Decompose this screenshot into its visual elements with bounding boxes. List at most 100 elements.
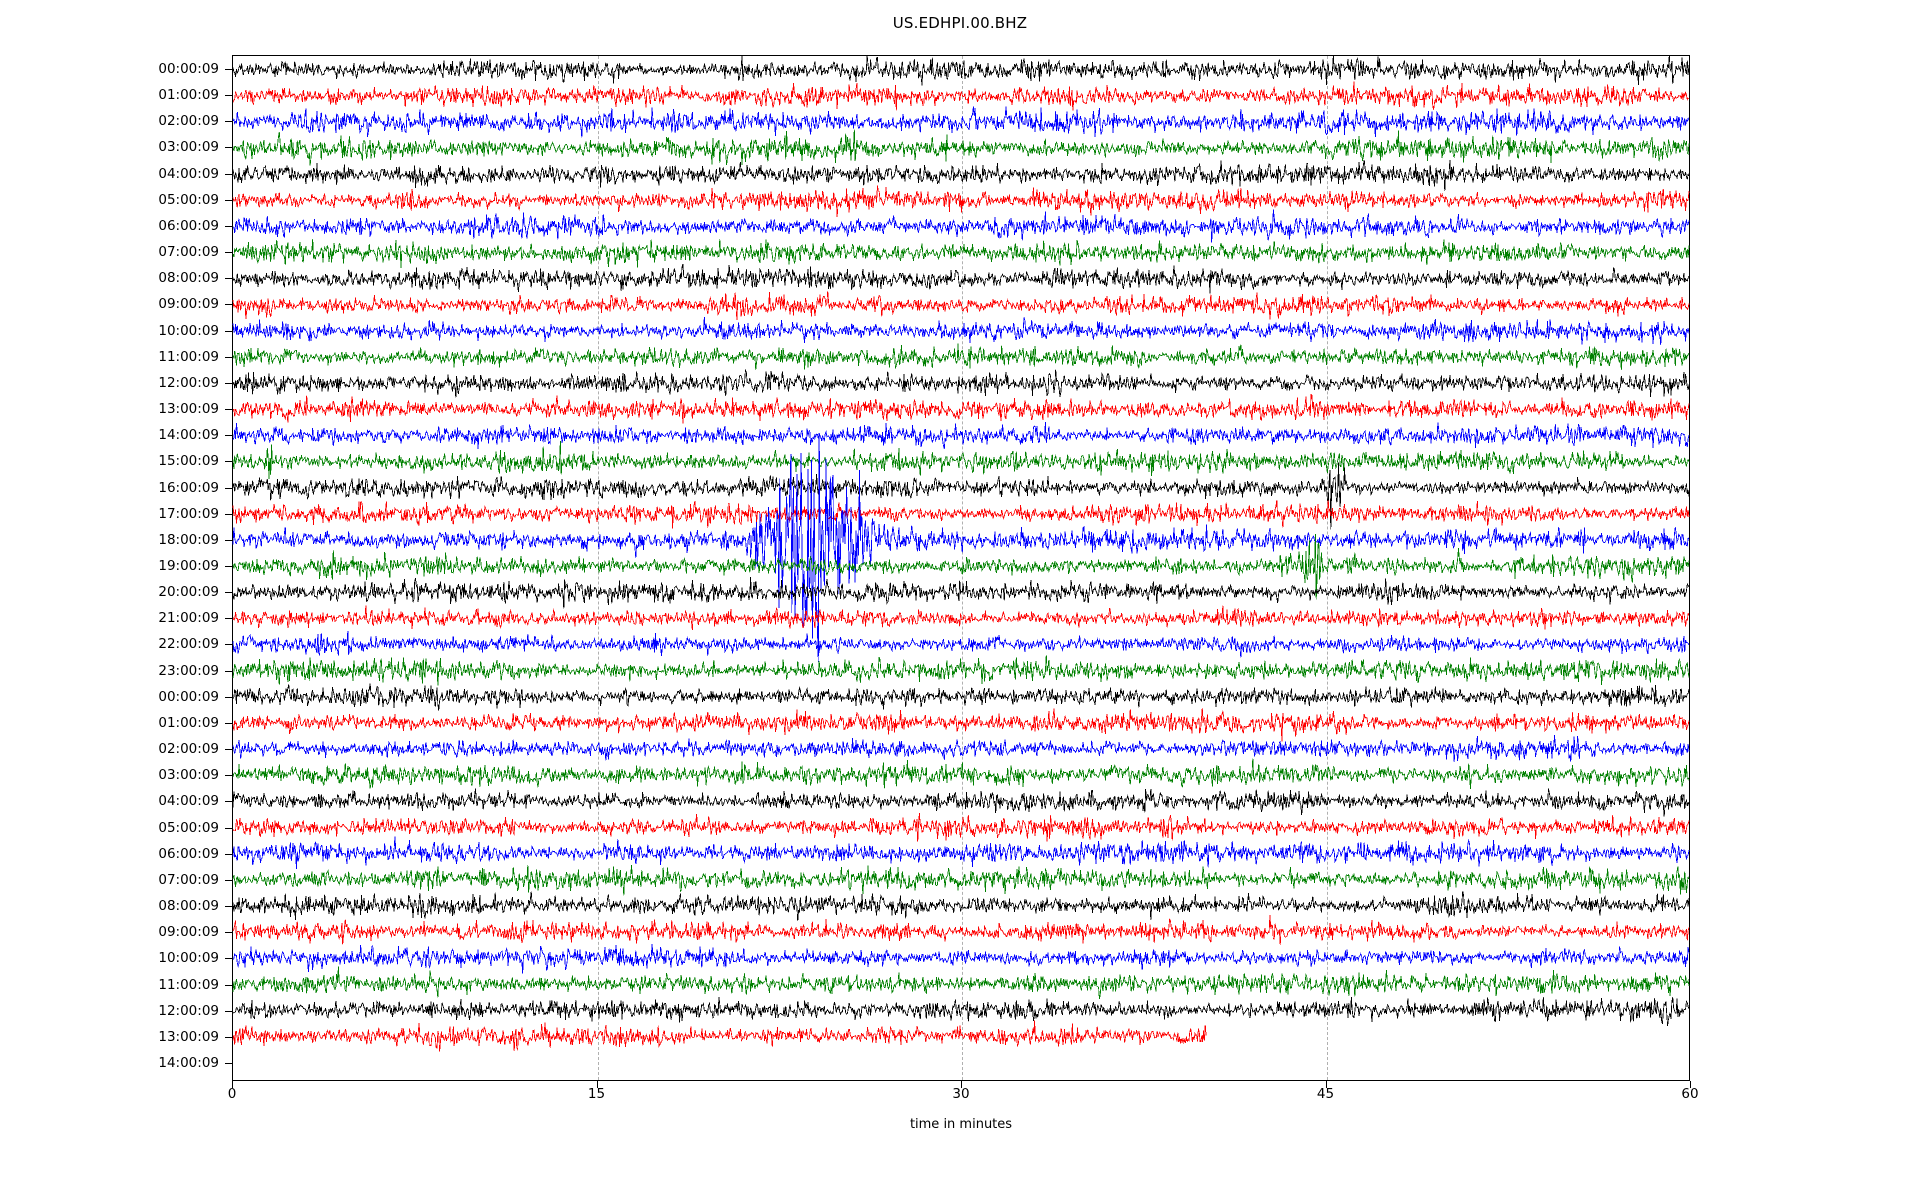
trace-row-4 — [232, 159, 1690, 192]
y-tick-label-row-37: 13:00:09 — [158, 1028, 219, 1045]
y-tick-label-row-20: 20:00:09 — [158, 584, 219, 601]
y-tick-row-21 — [225, 618, 232, 620]
y-tick-row-14 — [225, 435, 232, 437]
trace-row-20 — [232, 577, 1690, 609]
y-tick-label-row-34: 10:00:09 — [158, 950, 219, 967]
y-tick-row-27 — [225, 775, 232, 777]
x-tick-30 — [961, 1081, 962, 1088]
x-tick-label-60: 60 — [1681, 1086, 1699, 1102]
y-tick-row-7 — [225, 252, 232, 254]
x-axis-title: time in minutes — [909, 1117, 1013, 1132]
gridline-x-15 — [597, 56, 599, 1080]
x-tick-45 — [1325, 1081, 1327, 1088]
y-tick-row-34 — [225, 958, 232, 960]
y-tick-row-33 — [225, 932, 232, 934]
y-tick-row-24 — [225, 696, 232, 698]
y-tick-label-row-36: 12:00:09 — [158, 1002, 219, 1019]
y-tick-label-row-17: 17:00:09 — [158, 505, 219, 522]
trace-row-27 — [232, 758, 1690, 790]
trace-row-25 — [232, 708, 1690, 742]
y-tick-row-20 — [225, 592, 232, 594]
trace-layer — [232, 54, 1690, 1080]
y-axis-tick-labels: 00:00:09 01:00:09 02:00:09 03:00:09 04:00:09… — [0, 55, 232, 1081]
y-tick-row-22 — [225, 644, 232, 646]
y-tick-label-row-2: 02:00:09 — [158, 113, 219, 130]
y-tick-label-row-15: 15:00:09 — [158, 453, 219, 470]
y-tick-label-row-10: 10:00:09 — [158, 322, 219, 339]
x-tick-15 — [596, 1081, 598, 1088]
trace-row-3 — [232, 129, 1690, 166]
y-tick-label-row-6: 06:00:09 — [158, 217, 219, 234]
y-tick-row-31 — [225, 879, 232, 881]
y-tick-label-row-14: 14:00:09 — [158, 427, 219, 444]
y-tick-label-row-1: 01:00:09 — [158, 87, 219, 104]
trace-row-15 — [232, 440, 1690, 479]
trace-row-12 — [232, 369, 1690, 398]
trace-row-17 — [232, 499, 1690, 529]
trace-row-34 — [232, 943, 1690, 974]
y-tick-row-13 — [225, 409, 232, 411]
y-tick-row-0 — [225, 69, 232, 70]
trace-row-30 — [232, 836, 1690, 870]
y-tick-row-37 — [225, 1036, 232, 1038]
y-tick-label-row-33: 09:00:09 — [158, 924, 219, 941]
y-tick-label-row-31: 07:00:09 — [158, 871, 219, 888]
trace-row-18 — [232, 433, 1690, 663]
trace-row-16 — [232, 462, 1690, 530]
y-tick-label-row-27: 03:00:09 — [158, 767, 219, 784]
y-tick-label-row-24: 00:00:09 — [158, 688, 219, 705]
trace-row-35 — [232, 966, 1690, 999]
y-tick-row-5 — [225, 199, 232, 201]
y-tick-row-8 — [225, 278, 232, 280]
trace-row-1 — [232, 81, 1690, 111]
y-tick-label-row-8: 08:00:09 — [158, 270, 219, 287]
x-axis-tick-labels: 0 15 30 45 60 — [228, 1086, 1699, 1110]
trace-row-29 — [232, 813, 1690, 843]
y-tick-row-28 — [225, 801, 232, 803]
y-tick-label-row-18: 18:00:09 — [158, 531, 219, 548]
y-tick-label-row-35: 11:00:09 — [158, 976, 219, 993]
y-tick-row-18 — [225, 539, 232, 541]
y-tick-label-row-21: 21:00:09 — [158, 610, 219, 627]
x-tick-label-15: 15 — [587, 1086, 606, 1102]
y-tick-row-12 — [225, 382, 232, 384]
y-tick-label-row-23: 23:00:09 — [158, 662, 219, 679]
trace-row-24 — [232, 683, 1690, 711]
trace-row-0 — [232, 54, 1690, 86]
y-tick-row-26 — [225, 749, 232, 751]
page-title: US.EDHPI.00.BHZ — [892, 14, 1028, 32]
trace-row-23 — [232, 654, 1690, 686]
y-tick-label-row-9: 09:00:09 — [158, 296, 219, 313]
trace-row-2 — [232, 106, 1690, 138]
trace-row-26 — [232, 735, 1690, 762]
trace-row-14 — [232, 421, 1690, 450]
y-tick-label-row-0: 00:00:09 — [158, 61, 219, 77]
y-tick-row-3 — [225, 147, 232, 149]
trace-row-21 — [232, 605, 1690, 630]
y-tick-row-10 — [225, 330, 232, 332]
x-tick-label-45: 45 — [1316, 1086, 1335, 1102]
trace-row-10 — [232, 316, 1690, 345]
x-tick-60 — [1690, 1081, 1691, 1088]
x-tick-label-0: 0 — [227, 1086, 237, 1102]
plot-area — [232, 54, 1690, 1081]
trace-row-22 — [232, 631, 1690, 658]
y-tick-label-row-4: 04:00:09 — [158, 165, 219, 182]
y-tick-label-row-5: 05:00:09 — [158, 191, 219, 208]
y-tick-label-row-38: 14:00:09 — [158, 1055, 219, 1071]
y-tick-row-36 — [225, 1010, 232, 1012]
y-tick-label-row-7: 07:00:09 — [158, 244, 219, 261]
y-tick-row-11 — [225, 356, 232, 358]
y-tick-row-25 — [225, 722, 232, 724]
trace-row-32 — [232, 891, 1690, 922]
trace-row-33 — [232, 915, 1690, 945]
y-tick-row-9 — [225, 304, 232, 306]
y-tick-label-row-13: 13:00:09 — [158, 401, 219, 418]
y-tick-row-16 — [225, 487, 232, 489]
trace-row-31 — [232, 865, 1690, 896]
x-tick-label-30: 30 — [952, 1086, 970, 1102]
x-tick-0 — [232, 1081, 233, 1088]
y-tick-row-2 — [225, 121, 232, 123]
trace-row-9 — [232, 291, 1690, 321]
